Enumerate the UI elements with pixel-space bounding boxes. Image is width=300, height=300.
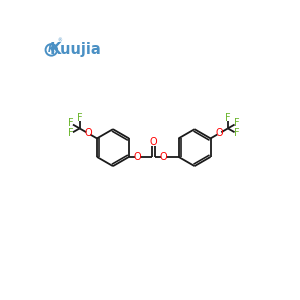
Text: O: O (150, 137, 158, 147)
Text: F: F (234, 128, 239, 138)
Text: O: O (160, 152, 167, 162)
Text: F: F (234, 118, 239, 128)
Text: Kuujia: Kuujia (50, 42, 101, 57)
Text: K: K (48, 45, 55, 54)
Text: F: F (77, 113, 82, 123)
Text: O: O (215, 128, 223, 138)
Text: ®: ® (58, 39, 62, 44)
Text: O: O (134, 152, 141, 162)
Text: F: F (68, 128, 74, 138)
Text: F: F (225, 113, 231, 123)
Text: O: O (85, 128, 92, 138)
Text: F: F (68, 118, 74, 128)
